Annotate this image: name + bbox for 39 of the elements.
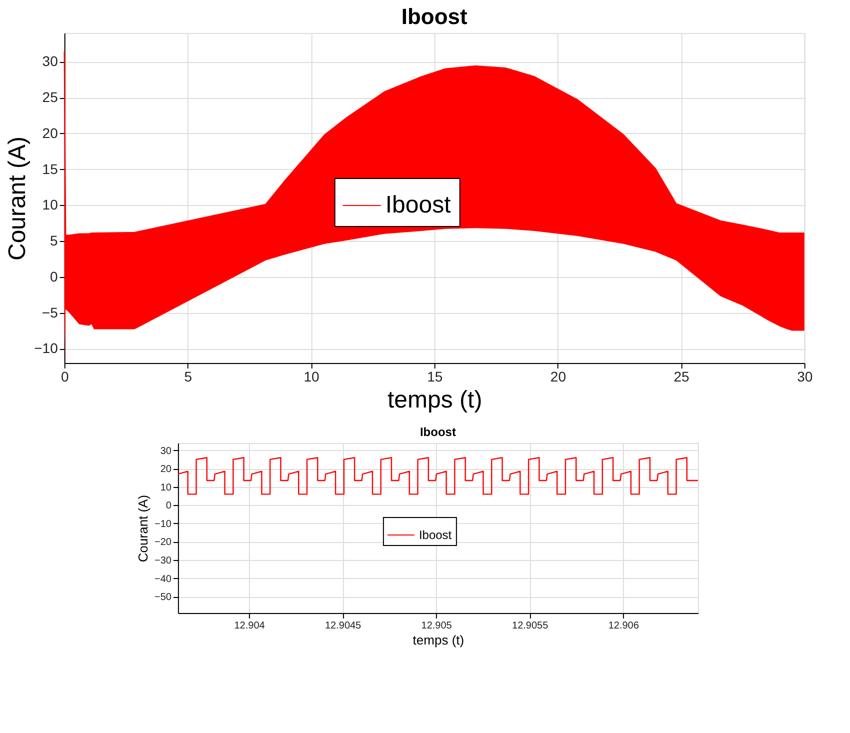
y-tick-label: 0 <box>50 268 58 284</box>
y-tick-label: 20 <box>160 464 172 476</box>
x-tick-label: 20 <box>550 368 566 384</box>
x-tick-label: 12.906 <box>608 620 640 632</box>
x-tick-label: 10 <box>304 368 320 384</box>
y-tick-label: −10 <box>154 518 172 530</box>
y-tick-label: 20 <box>42 124 58 141</box>
y-tick-label: −5 <box>42 304 58 320</box>
chart-title: Iboost <box>420 425 456 439</box>
y-tick-label: 10 <box>42 196 58 213</box>
y-axis-title: Courant (A) <box>135 494 150 562</box>
chart-title: Iboost <box>401 4 468 29</box>
y-tick-label: 15 <box>42 160 58 177</box>
legend-label: Iboost <box>418 528 452 542</box>
legend-label: Iboost <box>385 192 452 218</box>
x-tick-label: 0 <box>60 368 69 384</box>
y-tick-label: 25 <box>42 89 58 106</box>
x-tick-label: 25 <box>674 368 690 384</box>
y-tick-label: −30 <box>154 555 172 566</box>
line-series <box>177 457 699 495</box>
y-tick-label: 5 <box>50 232 58 249</box>
y-tick-label: 30 <box>42 53 58 70</box>
x-tick-label: 12.9055 <box>512 620 549 632</box>
y-tick-label: 10 <box>160 482 172 494</box>
x-tick-label: 12.9045 <box>324 620 362 632</box>
x-tick-label: 5 <box>184 368 192 384</box>
y-tick-label: −40 <box>154 574 172 585</box>
x-axis-title: temps (t) <box>388 386 482 414</box>
y-axis-title: Courant (A) <box>4 136 32 261</box>
x-axis-title: temps (t) <box>412 632 464 648</box>
y-tick-label: −10 <box>34 340 58 356</box>
y-tick-label: 0 <box>166 500 172 512</box>
x-tick-label: 12.904 <box>234 620 266 632</box>
x-tick-label: 12.905 <box>421 620 452 632</box>
x-tick-label: 30 <box>797 368 813 384</box>
y-tick-label: −20 <box>154 537 172 548</box>
y-tick-label: −50 <box>154 592 172 604</box>
x-tick-label: 15 <box>427 368 443 384</box>
y-tick-label: 30 <box>160 446 172 457</box>
